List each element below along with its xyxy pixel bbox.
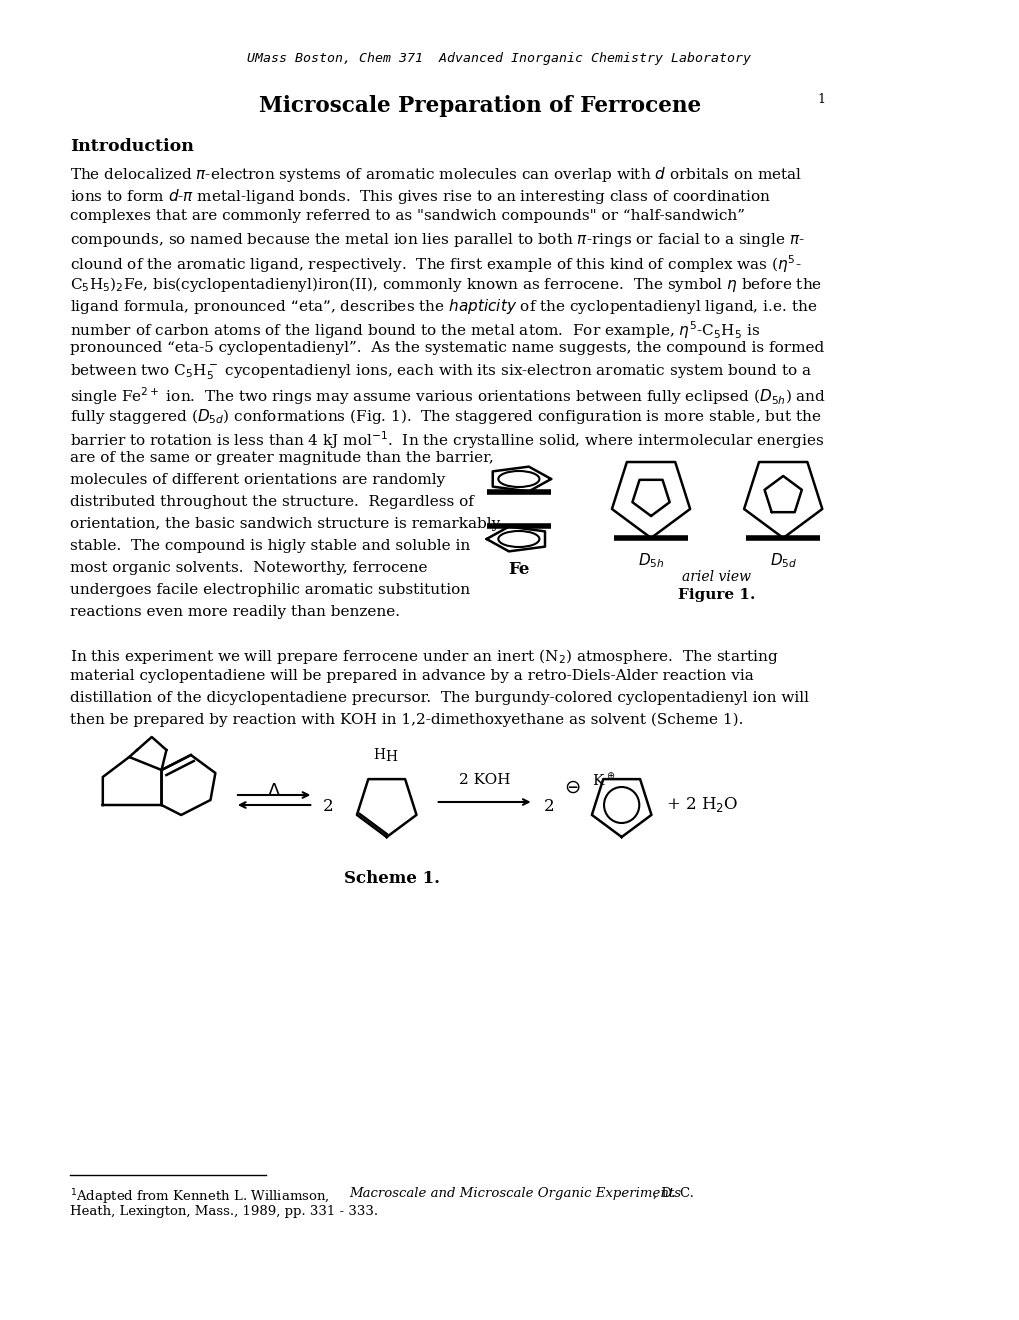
Text: distillation of the dicyclopentadiene precursor.  The burgundy-colored cyclopent: distillation of the dicyclopentadiene pr… (70, 690, 809, 705)
Text: H: H (385, 750, 397, 764)
Text: 2: 2 (543, 799, 553, 814)
Text: Microscale Preparation of Ferrocene: Microscale Preparation of Ferrocene (259, 95, 700, 117)
Text: undergoes facile electrophilic aromatic substitution: undergoes facile electrophilic aromatic … (70, 583, 470, 597)
Text: orientation, the basic sandwich structure is remarkably: orientation, the basic sandwich structur… (70, 517, 500, 531)
Text: single Fe$^{2+}$ ion.  The two rings may assume various orientations between ful: single Fe$^{2+}$ ion. The two rings may … (70, 385, 825, 407)
Text: Macroscale and Microscale Organic Experiments: Macroscale and Microscale Organic Experi… (350, 1187, 681, 1200)
Text: $\Delta$: $\Delta$ (267, 781, 281, 800)
Text: In this experiment we will prepare ferrocene under an inert (N$_2$) atmosphere. : In this experiment we will prepare ferro… (70, 647, 779, 667)
Text: compounds, so named because the metal ion lies parallel to both $\pi$-rings or f: compounds, so named because the metal io… (70, 231, 804, 249)
Text: clound of the aromatic ligand, respectively.  The first example of this kind of : clound of the aromatic ligand, respectiv… (70, 253, 801, 275)
Text: between two C$_5$H$_5^-$ cycopentadienyl ions, each with its six-electron aromat: between two C$_5$H$_5^-$ cycopentadienyl… (70, 363, 811, 383)
Text: ions to form $d$-$\pi$ metal-ligand bonds.  This gives rise to an interesting cl: ions to form $d$-$\pi$ metal-ligand bond… (70, 187, 771, 206)
Text: distributed throughout the structure.  Regardless of: distributed throughout the structure. Re… (70, 495, 474, 510)
Text: 2 KOH: 2 KOH (459, 774, 510, 787)
Text: ligand formula, pronounced “eta”, describes the $\mathit{hapticity}$ of the cycl: ligand formula, pronounced “eta”, descri… (70, 297, 817, 315)
Text: most organic solvents.  Noteworthy, ferrocene: most organic solvents. Noteworthy, ferro… (70, 561, 428, 576)
Text: complexes that are commonly referred to as "sandwich compounds" or “half-sandwic: complexes that are commonly referred to … (70, 209, 745, 223)
Text: K: K (592, 774, 603, 788)
Text: pronounced “eta-5 cyclopentadienyl”.  As the systematic name suggests, the compo: pronounced “eta-5 cyclopentadienyl”. As … (70, 341, 824, 355)
Text: barrier to rotation is less than 4 kJ mol$^{-1}$.  In the crystalline solid, whe: barrier to rotation is less than 4 kJ mo… (70, 429, 824, 450)
Text: are of the same or greater magnitude than the barrier,: are of the same or greater magnitude tha… (70, 451, 494, 465)
Text: ariel view: ariel view (682, 570, 750, 583)
Text: + 2 H$_2$O: + 2 H$_2$O (665, 795, 738, 814)
Text: $\ominus$: $\ominus$ (564, 777, 581, 797)
Text: $^1$Adapted from Kenneth L. Williamson,: $^1$Adapted from Kenneth L. Williamson, (70, 1187, 331, 1206)
Text: UMass Boston, Chem 371  Advanced Inorganic Chemistry Laboratory: UMass Boston, Chem 371 Advanced Inorgani… (247, 51, 751, 65)
Text: $^{\oplus}$: $^{\oplus}$ (605, 772, 614, 785)
Text: fully staggered ($D_{5d}$) conformations (Fig. 1).  The staggered configuration : fully staggered ($D_{5d}$) conformations… (70, 407, 821, 426)
Text: C$_5$H$_5$)$_2$Fe, bis(cyclopentadienyl)iron(II), commonly known as ferrocene.  : C$_5$H$_5$)$_2$Fe, bis(cyclopentadienyl)… (70, 275, 822, 294)
Text: Figure 1.: Figure 1. (678, 587, 755, 602)
Text: molecules of different orientations are randomly: molecules of different orientations are … (70, 473, 445, 487)
Text: reactions even more readily than benzene.: reactions even more readily than benzene… (70, 605, 400, 619)
Text: $D_{5d}$: $D_{5d}$ (768, 550, 796, 570)
Text: The delocalized $\pi$-electron systems of aromatic molecules can overlap with $d: The delocalized $\pi$-electron systems o… (70, 165, 802, 183)
Text: , D. C.: , D. C. (652, 1187, 693, 1200)
Text: then be prepared by reaction with KOH in 1,2-dimethoxyethane as solvent (Scheme : then be prepared by reaction with KOH in… (70, 713, 743, 727)
Text: stable.  The compound is higly stable and soluble in: stable. The compound is higly stable and… (70, 539, 471, 553)
Text: Introduction: Introduction (70, 139, 195, 154)
Text: $D_{5h}$: $D_{5h}$ (637, 550, 663, 570)
Text: Heath, Lexington, Mass., 1989, pp. 331 - 333.: Heath, Lexington, Mass., 1989, pp. 331 -… (70, 1205, 378, 1218)
Text: Fe: Fe (507, 561, 529, 578)
Text: material cyclopentadiene will be prepared in advance by a retro-Diels-Alder reac: material cyclopentadiene will be prepare… (70, 669, 753, 682)
Text: 1: 1 (816, 92, 824, 106)
Text: 2: 2 (323, 799, 333, 814)
Text: H: H (373, 748, 384, 762)
Text: Scheme 1.: Scheme 1. (343, 870, 439, 887)
Text: number of carbon atoms of the ligand bound to the metal atom.  For example, $\et: number of carbon atoms of the ligand bou… (70, 319, 760, 341)
